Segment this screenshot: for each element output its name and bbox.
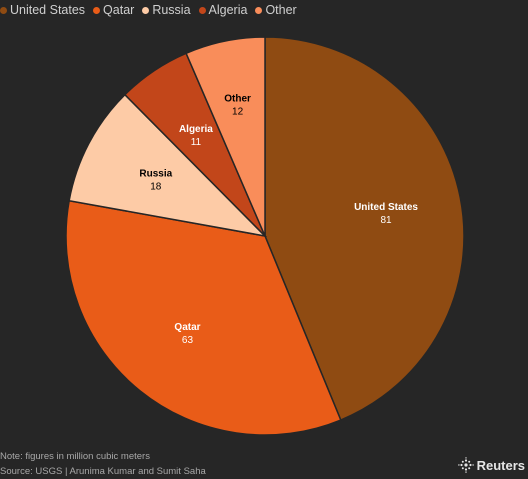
legend-label: Qatar — [103, 3, 135, 17]
legend-label: Russia — [152, 3, 191, 17]
chart-note: Note: figures in million cubic meters — [0, 451, 150, 462]
slice-label-qatar: Qatar — [174, 322, 200, 333]
slice-label-other: Other — [224, 93, 251, 104]
pie-slice-qatar — [65, 199, 342, 436]
pie-slice-united-states — [264, 36, 465, 421]
legend-item-other: Other — [255, 3, 297, 17]
slice-value-other: 12 — [232, 106, 244, 117]
slice-value-united-states: 81 — [380, 215, 392, 226]
legend-item-qatar: Qatar — [93, 3, 134, 17]
pie-slice-russia — [68, 93, 268, 238]
slice-value-qatar: 63 — [182, 335, 194, 346]
legend-label: Other — [265, 3, 297, 17]
legend-item-united-states: United States — [0, 3, 85, 17]
pie-slice-other — [185, 36, 266, 237]
pie-chart: United States 81 Qatar 63 Russia 18 Algeria 11 O… — [65, 36, 465, 436]
slice-label-russia: Russia — [139, 169, 172, 180]
legend-swatch — [93, 6, 101, 14]
slice-value-algeria: 11 — [191, 137, 202, 148]
reuters-dots-icon — [457, 457, 474, 473]
legend-swatch — [0, 6, 7, 14]
legend-swatch — [255, 6, 263, 14]
legend-item-algeria: Algeria — [198, 3, 248, 17]
reuters-logo: Reuters — [457, 457, 525, 473]
legend-label: United States — [10, 3, 86, 17]
slice-label-algeria: Algeria — [179, 124, 213, 135]
slice-value-russia: 18 — [150, 182, 162, 193]
legend-swatch — [198, 6, 206, 14]
chart-source: Source: USGS | Arunima Kumar and Sumit S… — [0, 466, 206, 477]
legend-label: Algeria — [208, 3, 248, 17]
legend-swatch — [142, 6, 150, 14]
legend-item-russia: Russia — [142, 3, 191, 17]
chart-legend: United States Qatar Russia Algeria Other — [0, 3, 305, 17]
slice-label-united-states: United States — [354, 202, 418, 213]
reuters-logo-text: Reuters — [476, 457, 525, 473]
